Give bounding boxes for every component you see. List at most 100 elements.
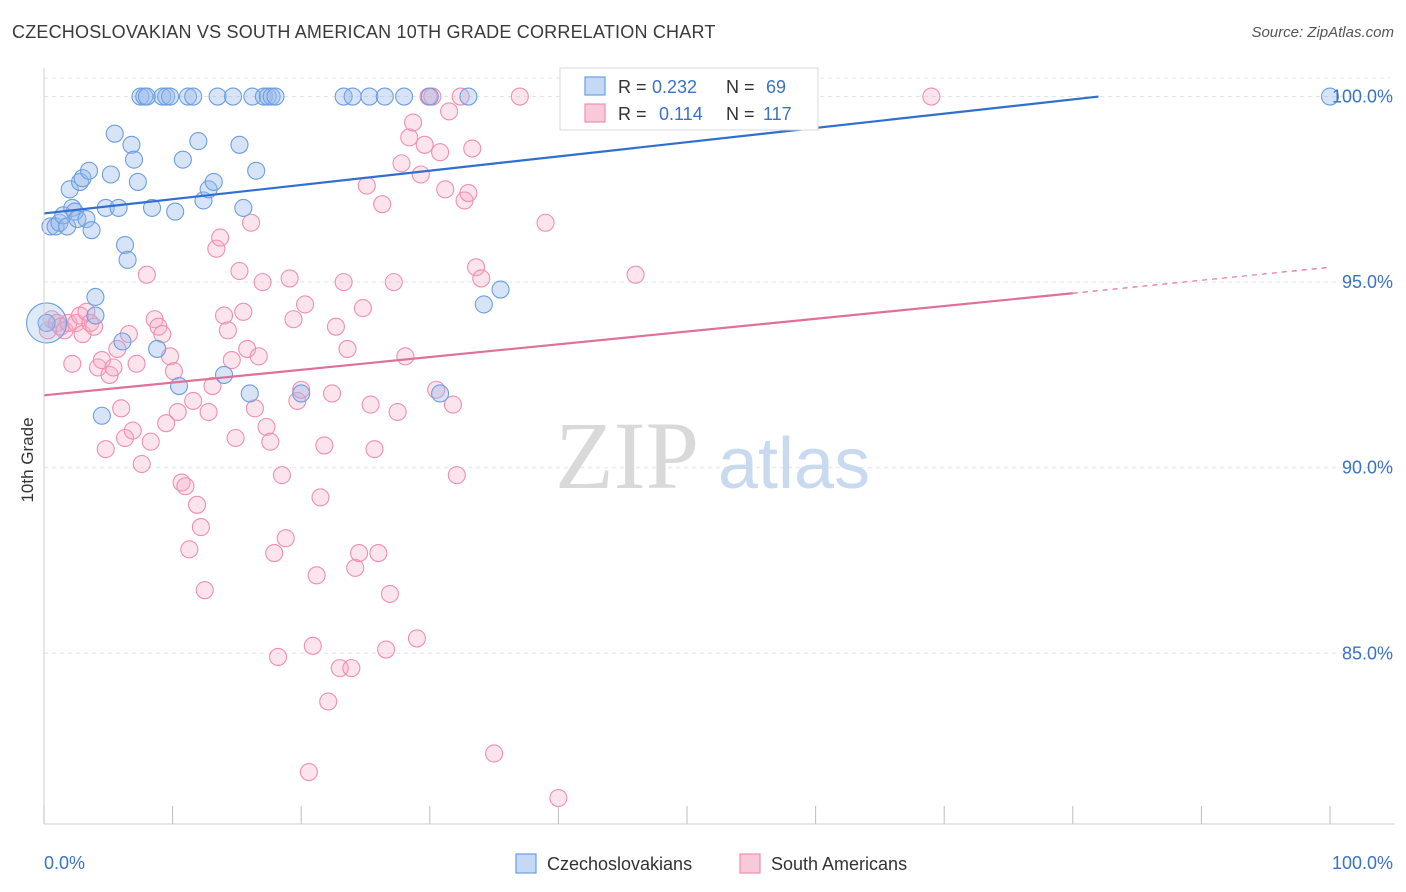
point-south-americans <box>218 321 237 340</box>
point-czechoslovakians <box>131 87 150 106</box>
point-south-americans <box>549 788 568 808</box>
point-south-americans <box>350 544 369 563</box>
point-south-americans <box>326 317 345 336</box>
point-south-americans <box>346 558 365 577</box>
point-czechoslovakians <box>82 221 101 240</box>
y-tick-label: 100.0% <box>1332 87 1393 107</box>
point-south-americans <box>222 351 241 370</box>
point-south-americans <box>400 128 419 147</box>
point-south-americans <box>137 265 156 284</box>
point-south-americans <box>119 325 138 344</box>
point-czechoslovakians <box>459 87 478 106</box>
point-south-americans <box>77 302 96 321</box>
point-south-americans <box>436 180 455 199</box>
data-points <box>26 87 1340 808</box>
point-south-americans <box>187 495 207 514</box>
watermark-zip: ZIP <box>555 402 699 509</box>
point-south-americans <box>176 477 195 496</box>
point-south-americans <box>184 391 203 410</box>
point-czechoslovakians <box>105 124 124 143</box>
point-czechoslovakians <box>360 87 379 106</box>
point-czechoslovakians <box>1320 87 1340 106</box>
point-czechoslovakians <box>86 287 105 307</box>
y-tick-label: 85.0% <box>1342 643 1393 663</box>
point-south-americans <box>284 310 303 329</box>
point-south-americans <box>168 402 187 422</box>
point-czechoslovakians <box>214 365 234 384</box>
point-south-americans <box>276 529 295 548</box>
legend-r-label-1: R = <box>618 77 647 97</box>
point-czechoslovakians <box>234 198 253 217</box>
axes: 85.0% 90.0% 95.0% 100.0% 0.0% 100.0% <box>43 68 1394 873</box>
point-south-americans <box>319 692 338 711</box>
point-south-americans <box>296 295 315 314</box>
point-south-americans <box>510 87 529 106</box>
trend-line-czechoslovakians <box>43 95 1099 215</box>
point-south-americans <box>451 87 470 106</box>
point-czechoslovakians <box>122 135 141 154</box>
point-czechoslovakians <box>266 87 285 106</box>
point-south-americans <box>357 176 376 195</box>
point-czechoslovakians <box>58 217 77 236</box>
point-south-americans <box>380 584 399 603</box>
point-south-americans <box>323 384 342 403</box>
watermark-atlas: atlas <box>718 424 870 504</box>
point-south-americans <box>199 402 218 422</box>
point-south-americans <box>63 354 82 373</box>
point-south-americans <box>353 299 372 318</box>
legend-r-value-1: 0.232 <box>652 77 697 97</box>
point-south-americans <box>411 165 430 184</box>
point-czechoslovakians <box>189 132 208 151</box>
point-south-americans <box>922 87 941 106</box>
point-south-americans <box>115 428 135 448</box>
legend-swatch-blue <box>584 76 606 96</box>
point-czechoslovakians <box>124 150 144 169</box>
point-south-americans <box>467 258 486 277</box>
point-south-americans <box>485 744 504 763</box>
y-tick-label: 95.0% <box>1342 272 1393 292</box>
point-south-americans <box>180 540 199 559</box>
point-south-americans <box>123 421 142 440</box>
point-south-americans <box>257 417 276 436</box>
trend-lines <box>43 95 1331 397</box>
point-south-americans <box>626 265 645 284</box>
point-south-americans <box>431 143 450 162</box>
point-south-americans <box>261 432 280 451</box>
point-south-americans <box>104 358 123 377</box>
point-czechoslovakians <box>157 87 176 106</box>
point-south-americans <box>269 647 288 667</box>
legend-label-czechoslovakians: Czechoslovakians <box>547 854 692 874</box>
point-south-americans <box>536 213 555 232</box>
point-south-americans <box>249 347 268 366</box>
source-label: Source: ZipAtlas.com <box>1251 24 1394 41</box>
point-south-americans <box>311 488 330 507</box>
point-south-americans <box>472 269 491 288</box>
point-south-americans <box>214 306 234 325</box>
point-czechoslovakians <box>160 87 180 106</box>
point-czechoslovakians <box>86 306 105 325</box>
point-czechoslovakians <box>115 235 135 255</box>
legend-n-value-1: 69 <box>766 77 786 97</box>
legend-label-south-americans: South Americans <box>771 854 907 874</box>
legend-n-label-2: N = <box>726 104 755 124</box>
point-south-americans <box>342 659 361 678</box>
point-czechoslovakians <box>420 87 439 106</box>
point-czechoslovakians <box>395 87 414 106</box>
watermark: ZIP atlas <box>555 402 870 509</box>
chart-title: CZECHOSLOVAKIAN VS SOUTH AMERICAN 10TH G… <box>12 22 716 42</box>
grid-lines <box>44 77 1390 654</box>
point-south-americans <box>369 544 388 563</box>
point-south-americans <box>404 113 423 132</box>
point-czechoslovakians <box>37 313 56 333</box>
point-czechoslovakians <box>223 87 243 106</box>
trend-line-south-americans-extension <box>1072 266 1331 294</box>
point-czechoslovakians <box>79 161 99 180</box>
series-legend: Czechoslovakians South Americans <box>515 853 907 874</box>
point-south-americans <box>338 339 357 358</box>
point-south-americans <box>365 440 384 459</box>
point-czechoslovakians <box>343 87 362 106</box>
trend-line-south-americans <box>43 292 1073 397</box>
point-south-americans <box>191 518 210 537</box>
point-czechoslovakians <box>166 202 185 221</box>
